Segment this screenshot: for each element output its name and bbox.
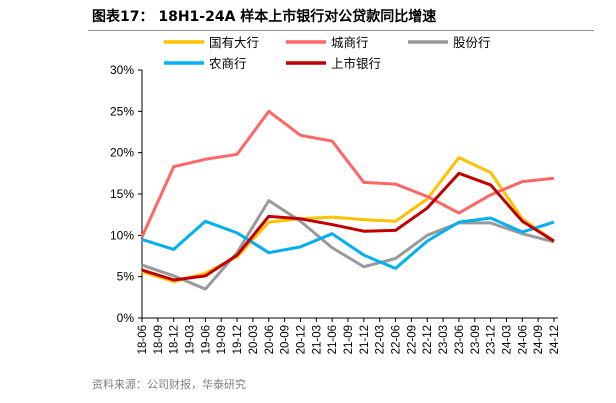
y-tick-label: 0% bbox=[117, 311, 135, 325]
y-tick-label: 25% bbox=[110, 104, 134, 118]
x-tick-label: 18-06 bbox=[137, 325, 149, 354]
legend-label: 上市银行 bbox=[331, 56, 381, 71]
x-tick-label: 24-03 bbox=[501, 325, 513, 354]
x-tick-label: 19-06 bbox=[200, 325, 212, 354]
x-tick-label: 23-09 bbox=[470, 325, 482, 354]
y-tick-label: 10% bbox=[110, 228, 134, 242]
series-line-股份行 bbox=[141, 199, 555, 291]
x-tick-label: 21-12 bbox=[359, 325, 371, 354]
x-tick-label: 24-06 bbox=[517, 325, 529, 354]
title-divider bbox=[88, 30, 594, 31]
x-tick-label: 20-03 bbox=[248, 325, 260, 354]
x-tick-label: 22-12 bbox=[422, 325, 434, 354]
x-tick-label: 22-06 bbox=[391, 325, 403, 354]
x-tick-label: 23-03 bbox=[438, 325, 450, 354]
x-tick-label: 19-09 bbox=[216, 325, 228, 354]
y-tick-label: 30% bbox=[110, 63, 134, 77]
x-tick-label: 18-12 bbox=[169, 325, 181, 354]
y-tick-label: 20% bbox=[110, 146, 134, 160]
x-tick-label: 19-03 bbox=[185, 325, 197, 354]
x-tick-label: 24-09 bbox=[533, 325, 545, 354]
x-tick-label: 22-03 bbox=[375, 325, 387, 354]
x-tick-label: 21-06 bbox=[327, 325, 339, 354]
legend-label: 城商行 bbox=[331, 35, 369, 50]
x-tick-label: 23-06 bbox=[454, 325, 466, 354]
series-line-国有大行 bbox=[141, 156, 555, 284]
x-tick-label: 18-09 bbox=[153, 325, 165, 354]
series-line-农商行 bbox=[141, 216, 555, 270]
source-note: 资料来源：公司财报，华泰研究 bbox=[92, 378, 246, 391]
x-tick-label: 20-09 bbox=[280, 325, 292, 354]
x-tick-label: 20-12 bbox=[295, 325, 307, 354]
series-line-城商行 bbox=[140, 109, 555, 238]
legend-label: 股份行 bbox=[453, 35, 491, 50]
x-tick-label: 19-12 bbox=[232, 325, 244, 354]
x-tick-label: 20-06 bbox=[264, 325, 276, 354]
x-tick-label: 24-12 bbox=[549, 325, 561, 354]
x-tick-label: 23-12 bbox=[486, 325, 498, 354]
x-tick-label: 22-09 bbox=[406, 325, 418, 354]
chart-title: 图表17： 18H1-24A 样本上市银行对公贷款同比增速 bbox=[92, 9, 437, 25]
legend-label: 农商行 bbox=[209, 56, 247, 71]
legend-label: 国有大行 bbox=[209, 35, 259, 50]
y-tick-label: 15% bbox=[110, 187, 134, 201]
y-tick-label: 5% bbox=[117, 270, 135, 284]
series-line-上市银行 bbox=[141, 171, 555, 282]
x-tick-label: 21-09 bbox=[343, 325, 355, 354]
x-tick-label: 21-03 bbox=[311, 325, 323, 354]
